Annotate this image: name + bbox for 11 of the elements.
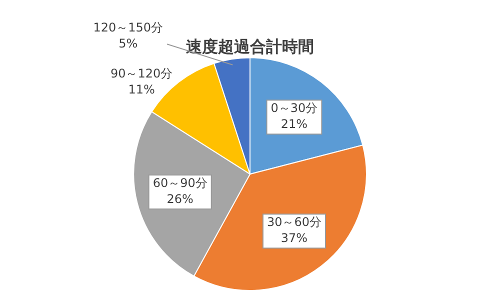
data-label: 11% xyxy=(128,82,155,96)
text: 速度超過合計時間 xyxy=(186,36,314,56)
slice-label: 120～150分 xyxy=(93,20,164,34)
slice-label: 30～60分 xyxy=(266,215,322,230)
data-label: 5% xyxy=(118,36,138,50)
slice-label: 90～120分 xyxy=(110,66,173,80)
data-label: 26% xyxy=(166,192,194,206)
slice-label: 0～30分 xyxy=(270,101,318,116)
data-label: 37% xyxy=(280,231,308,246)
slice-label: 60～90分 xyxy=(152,176,208,190)
data-label: 21% xyxy=(280,117,308,132)
